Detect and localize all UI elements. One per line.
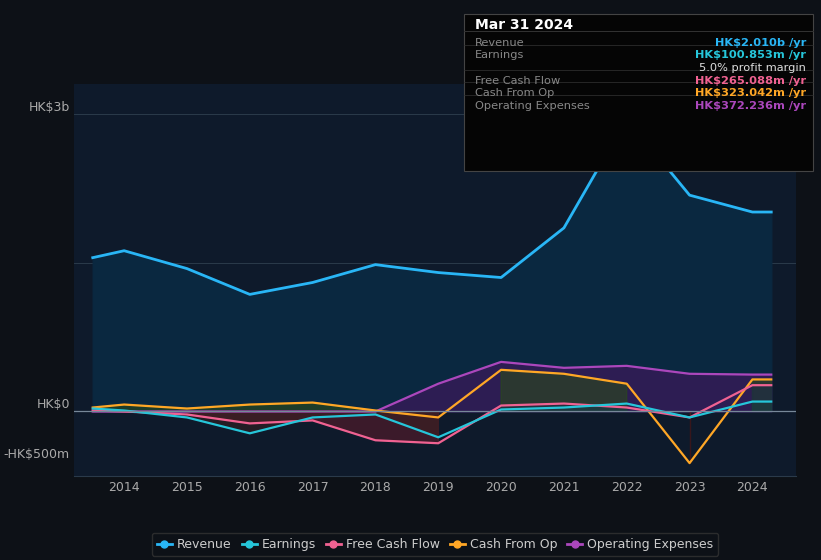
Text: Operating Expenses: Operating Expenses [475,101,589,111]
Text: HK$323.042m /yr: HK$323.042m /yr [695,88,806,99]
Text: -HK$500m: -HK$500m [3,448,70,461]
Text: HK$372.236m /yr: HK$372.236m /yr [695,101,806,111]
Text: HK$3b: HK$3b [29,101,70,114]
Legend: Revenue, Earnings, Free Cash Flow, Cash From Op, Operating Expenses: Revenue, Earnings, Free Cash Flow, Cash … [152,533,718,556]
Text: Cash From Op: Cash From Op [475,88,554,99]
Text: HK$100.853m /yr: HK$100.853m /yr [695,50,806,60]
Text: Mar 31 2024: Mar 31 2024 [475,18,573,32]
Text: HK$265.088m /yr: HK$265.088m /yr [695,76,806,86]
Text: Free Cash Flow: Free Cash Flow [475,76,560,86]
Text: Earnings: Earnings [475,50,524,60]
Text: Revenue: Revenue [475,38,524,48]
Text: HK$2.010b /yr: HK$2.010b /yr [715,38,806,48]
Text: HK$0: HK$0 [36,399,70,412]
Text: 5.0% profit margin: 5.0% profit margin [699,63,806,73]
